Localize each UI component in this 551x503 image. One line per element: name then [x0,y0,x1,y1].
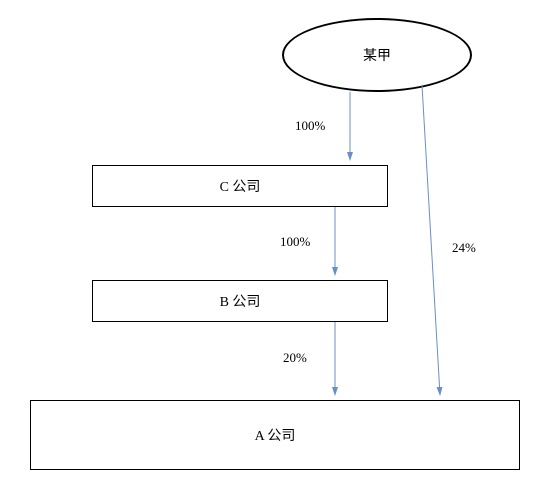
edge-label-1: 100% [280,234,310,250]
node-c-label: C 公司 [220,176,261,196]
node-top-ellipse: 某甲 [282,18,472,92]
node-b-rect: B 公司 [92,280,388,322]
edge-label-3: 24% [452,240,476,256]
node-c-rect: C 公司 [92,165,388,207]
node-a-rect: A 公司 [30,400,520,470]
edge-label-0: 100% [295,118,325,134]
node-a-label: A 公司 [255,425,296,445]
node-top-label: 某甲 [363,45,391,65]
node-b-label: B 公司 [220,291,261,311]
edge-label-2: 20% [283,350,307,366]
